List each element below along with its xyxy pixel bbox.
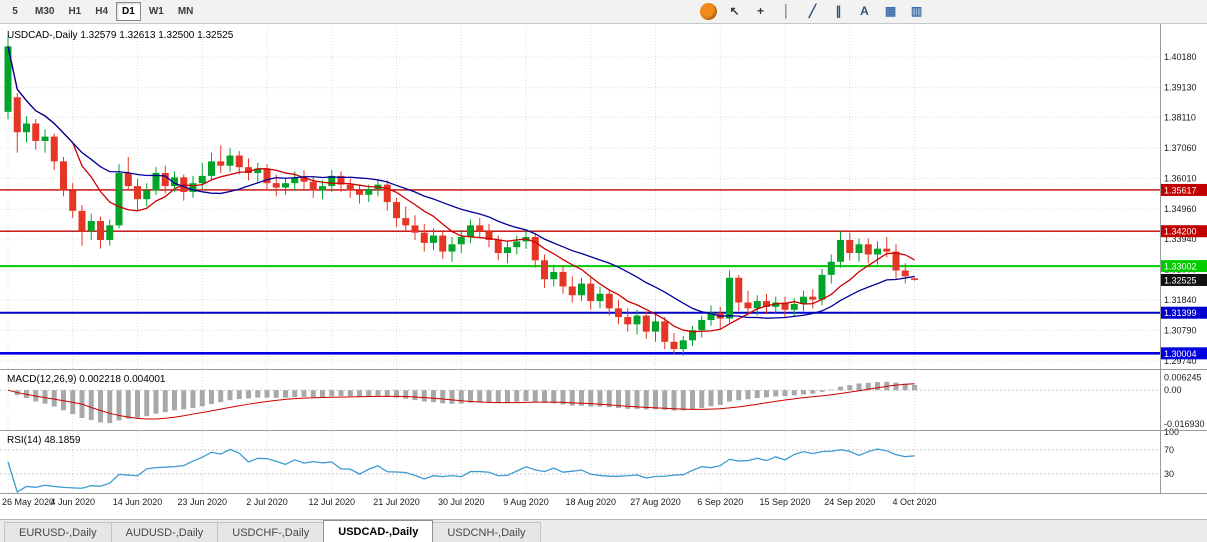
rsi-indicator-label: RSI(14) 48.1859 [7, 435, 81, 446]
svg-text:21 Jul 2020: 21 Jul 2020 [373, 497, 420, 507]
crosshair-icon[interactable]: + [756, 4, 764, 18]
svg-text:12 Jul 2020: 12 Jul 2020 [308, 497, 355, 507]
svg-text:14 Jun 2020: 14 Jun 2020 [113, 497, 163, 507]
cursor-icon[interactable]: ↖ [729, 4, 740, 18]
timeframe-button-h1[interactable]: H1 [68, 6, 82, 17]
svg-text:1.29740: 1.29740 [1164, 356, 1197, 366]
svg-text:30: 30 [1164, 469, 1174, 479]
svg-text:1.36010: 1.36010 [1164, 174, 1197, 184]
svg-text:1.38110: 1.38110 [1164, 112, 1196, 122]
chart-tab-usdcad[interactable]: USDCAD-,Daily [323, 520, 434, 542]
chart-tab-usdcnh[interactable]: USDCNH-,Daily [432, 522, 541, 542]
svg-text:0.00: 0.00 [1164, 385, 1182, 395]
svg-text:1.34960: 1.34960 [1164, 204, 1197, 214]
svg-text:24 Sep 2020: 24 Sep 2020 [824, 497, 875, 507]
svg-text:1.32525: 1.32525 [1164, 275, 1197, 285]
timeframe-button-m30[interactable]: M30 [35, 6, 55, 17]
svg-text:30 Jul 2020: 30 Jul 2020 [438, 497, 485, 507]
top-toolbar: 5 M30 H1 H4 D1 W1 MN ↖ + │ ╱ ∥ A ▦ ▥ [0, 0, 1207, 24]
timeframe-button-h4[interactable]: H4 [95, 6, 109, 17]
tile-windows-icon[interactable]: ▦ [884, 4, 897, 18]
svg-text:27 Aug 2020: 27 Aug 2020 [630, 497, 681, 507]
text-label-icon[interactable]: A [860, 4, 869, 18]
svg-text:2 Jul 2020: 2 Jul 2020 [246, 497, 288, 507]
svg-text:1.33940: 1.33940 [1164, 234, 1197, 244]
svg-text:4 Oct 2020: 4 Oct 2020 [892, 497, 936, 507]
timeframe-button-group: 5 M30 H1 H4 D1 W1 MN [2, 0, 200, 23]
broker-logo-icon[interactable] [700, 3, 717, 20]
bar-chart-icon[interactable]: ▥ [910, 4, 923, 18]
chart-tab-audusd[interactable]: AUDUSD-,Daily [110, 522, 219, 542]
svg-text:1.30004: 1.30004 [1164, 349, 1197, 359]
trendline-icon[interactable]: ╱ [808, 4, 817, 18]
svg-text:9 Aug 2020: 9 Aug 2020 [503, 497, 549, 507]
macd-indicator-label: MACD(12,26,9) 0.002218 0.004001 [7, 374, 166, 385]
svg-text:18 Aug 2020: 18 Aug 2020 [565, 497, 616, 507]
svg-text:1.31399: 1.31399 [1164, 308, 1197, 318]
svg-text:0.006245: 0.006245 [1164, 373, 1202, 383]
svg-text:6 Sep 2020: 6 Sep 2020 [697, 497, 743, 507]
chart-area: 26 May 2020 4 Jun 2020 14 Jun 2020 23 Jun 2… [0, 24, 1207, 519]
svg-text:100: 100 [1164, 427, 1179, 437]
timeframe-button-d1[interactable]: D1 [116, 2, 141, 21]
svg-text:70: 70 [1164, 445, 1174, 455]
svg-text:26 May 2020: 26 May 2020 [2, 497, 54, 507]
toolbar-icon-group: ↖ + │ ╱ ∥ A ▦ ▥ [700, 3, 925, 20]
svg-text:1.34200: 1.34200 [1164, 227, 1197, 237]
chart-tab-eurusd[interactable]: EURUSD-,Daily [4, 522, 112, 542]
svg-text:1.35617: 1.35617 [1164, 185, 1197, 195]
svg-text:-0.016930: -0.016930 [1164, 419, 1205, 429]
svg-text:1.39130: 1.39130 [1164, 83, 1197, 93]
equidistant-channel-icon[interactable]: ∥ [835, 4, 842, 18]
timeframe-button-mn[interactable]: MN [177, 6, 194, 17]
svg-text:1.30790: 1.30790 [1164, 325, 1197, 335]
svg-text:15 Sep 2020: 15 Sep 2020 [759, 497, 810, 507]
timeframe-button-w1[interactable]: W1 [148, 6, 164, 17]
chart-tab-usdchf[interactable]: USDCHF-,Daily [217, 522, 325, 542]
timeframe-button-5[interactable]: 5 [12, 6, 18, 17]
svg-text:1.31840: 1.31840 [1164, 295, 1197, 305]
svg-text:1.33002: 1.33002 [1164, 262, 1197, 272]
chart-ohlc-header: USDCAD-,Daily 1.32579 1.32613 1.32500 1.… [7, 30, 234, 41]
vertical-line-icon[interactable]: │ [782, 4, 791, 18]
svg-text:4 Jun 2020: 4 Jun 2020 [50, 497, 95, 507]
svg-text:1.37060: 1.37060 [1164, 143, 1197, 153]
chart-tab-bar: EURUSD-,Daily AUDUSD-,Daily USDCHF-,Daily U… [0, 519, 1207, 542]
svg-text:1.40180: 1.40180 [1164, 52, 1197, 62]
svg-text:23 Jun 2020: 23 Jun 2020 [177, 497, 227, 507]
